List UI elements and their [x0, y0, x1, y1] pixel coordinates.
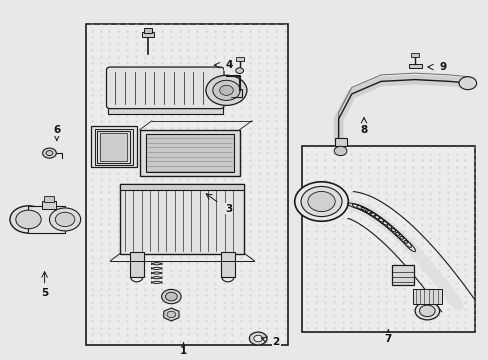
Text: 7: 7 — [384, 333, 391, 343]
Bar — [410, 53, 418, 57]
Bar — [224, 89, 242, 97]
Circle shape — [49, 208, 81, 231]
Circle shape — [301, 186, 341, 217]
Text: 2: 2 — [272, 337, 279, 347]
Circle shape — [55, 212, 75, 226]
Bar — [108, 105, 222, 114]
Bar — [391, 265, 413, 285]
Circle shape — [249, 332, 266, 345]
Bar — [140, 130, 239, 176]
FancyBboxPatch shape — [106, 67, 224, 109]
Bar — [334, 138, 346, 146]
Circle shape — [253, 335, 262, 342]
Circle shape — [419, 305, 434, 317]
Circle shape — [46, 150, 53, 156]
Bar — [86, 24, 288, 345]
Text: 9: 9 — [439, 62, 446, 72]
Bar — [42, 201, 56, 209]
Text: 1: 1 — [180, 346, 187, 356]
Circle shape — [414, 302, 439, 320]
Bar — [120, 184, 244, 190]
Bar — [43, 197, 54, 202]
Text: 4: 4 — [225, 60, 232, 70]
Bar — [95, 129, 133, 165]
Circle shape — [294, 182, 347, 221]
Circle shape — [42, 148, 56, 158]
Bar — [221, 252, 234, 277]
Circle shape — [16, 210, 41, 229]
Circle shape — [161, 289, 181, 304]
Bar — [235, 57, 243, 60]
Bar — [120, 184, 244, 253]
Bar — [412, 289, 441, 304]
Bar — [91, 126, 137, 167]
Polygon shape — [163, 308, 179, 321]
Circle shape — [219, 85, 233, 95]
Circle shape — [333, 146, 346, 156]
Circle shape — [307, 192, 334, 212]
Circle shape — [165, 292, 177, 301]
Bar — [97, 131, 130, 163]
Bar — [144, 28, 152, 33]
Bar — [28, 206, 65, 233]
Circle shape — [235, 68, 243, 73]
Bar — [408, 64, 421, 68]
Bar — [301, 146, 474, 332]
Text: 8: 8 — [360, 125, 367, 135]
Circle shape — [212, 80, 240, 100]
Bar — [142, 32, 154, 37]
Text: 6: 6 — [53, 125, 61, 135]
Bar — [130, 252, 143, 277]
Bar — [145, 134, 233, 172]
Bar — [100, 134, 127, 161]
Circle shape — [458, 77, 476, 90]
Text: 3: 3 — [225, 204, 232, 214]
Text: 5: 5 — [41, 288, 48, 298]
Circle shape — [205, 75, 246, 105]
Circle shape — [10, 206, 47, 233]
Circle shape — [166, 311, 175, 318]
